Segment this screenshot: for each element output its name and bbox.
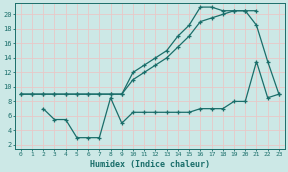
X-axis label: Humidex (Indice chaleur): Humidex (Indice chaleur) — [90, 159, 210, 169]
